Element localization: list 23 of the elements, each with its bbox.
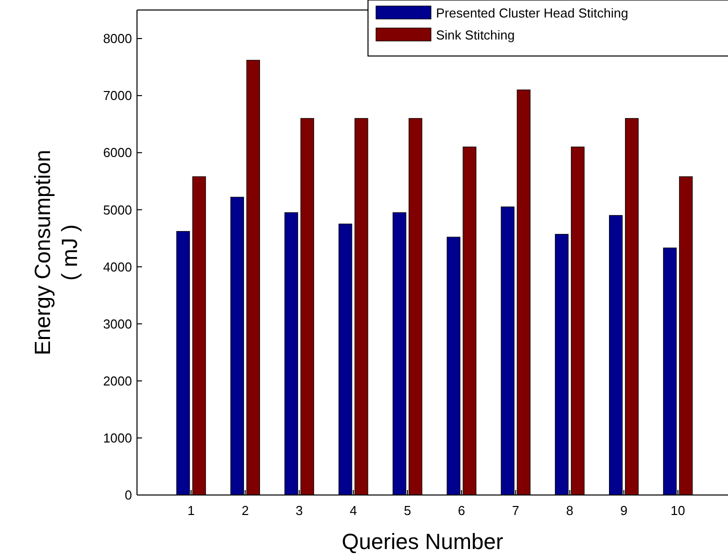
x-tick-label: 4 bbox=[350, 503, 357, 518]
x-tick-label: 8 bbox=[566, 503, 574, 518]
y-axis-title: Energy Consumption ( mJ ) bbox=[30, 150, 82, 356]
x-tick-label: 7 bbox=[512, 503, 520, 518]
legend-label: Presented Cluster Head Stitching bbox=[436, 6, 628, 21]
x-tick-label: 6 bbox=[458, 503, 466, 518]
y-tick-label: 7000 bbox=[103, 88, 132, 104]
y-tick-label: 1000 bbox=[103, 430, 132, 446]
y-tick-label: 4000 bbox=[103, 259, 132, 274]
x-tick-label: 2 bbox=[242, 503, 249, 518]
x-tick-label: 3 bbox=[296, 503, 303, 518]
x-axis-title: Queries Number bbox=[342, 529, 504, 554]
y-tick-label: 8000 bbox=[103, 31, 132, 46]
y-tick-label: 5000 bbox=[103, 202, 132, 218]
x-tick-label: 9 bbox=[620, 503, 628, 518]
y-tick-label: 0 bbox=[124, 488, 132, 503]
x-tick-label: 10 bbox=[670, 503, 686, 518]
y-tick-label: 3000 bbox=[103, 316, 132, 332]
y-tick-label: 2000 bbox=[103, 373, 132, 388]
legend-label: Sink Stitching bbox=[436, 28, 515, 43]
x-tick-label: 1 bbox=[187, 503, 195, 518]
x-tick-label: 5 bbox=[404, 503, 412, 518]
y-tick-label: 6000 bbox=[103, 145, 132, 160]
